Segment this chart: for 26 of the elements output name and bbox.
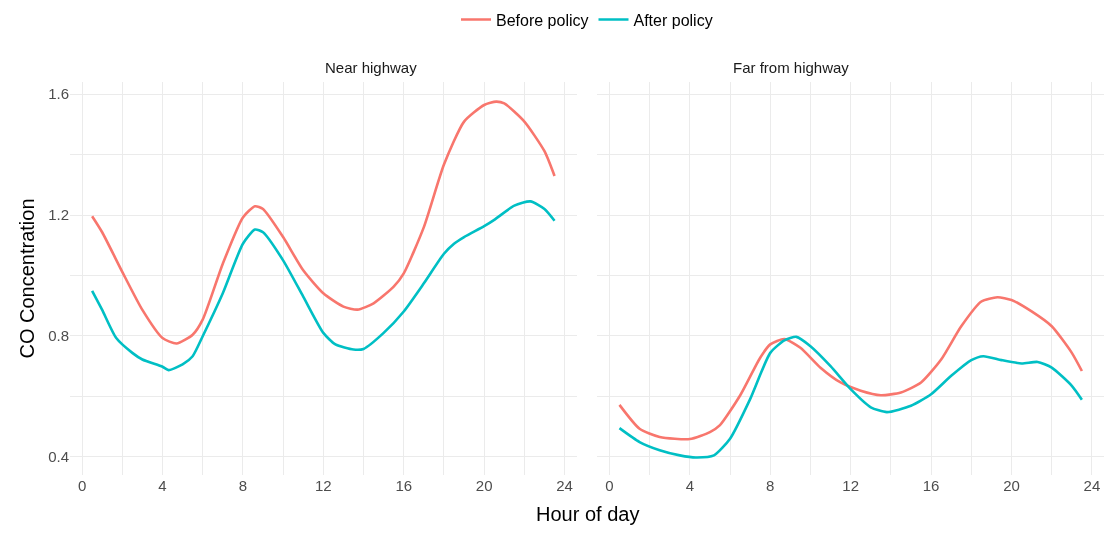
x-tick-label: 24 [1083, 477, 1101, 494]
x-tick-label: 20 [475, 477, 493, 494]
line-series [90, 100, 556, 345]
x-tick-label: 0 [77, 477, 87, 494]
chart-title: Near highway [325, 59, 418, 76]
x-tick-label: 8 [238, 477, 248, 494]
y-tick-label: 0.8 [48, 327, 69, 345]
x-tick-label: 12 [842, 477, 860, 494]
chart-title: Far from highway [733, 59, 850, 76]
line-series [90, 200, 556, 372]
x-tick-label: 16 [922, 477, 940, 494]
x-tick-label: 0 [605, 477, 614, 494]
x-tick-label: 4 [158, 477, 167, 494]
y-tick-label: 1.6 [48, 85, 69, 103]
x-tick-label: 20 [1003, 477, 1020, 494]
x-tick-label: 16 [395, 477, 413, 494]
legend-label: Before policy [496, 11, 589, 29]
x-axis-title: Hour of day [536, 503, 640, 525]
x-tick-label: 24 [556, 477, 573, 494]
y-axis-title: CO Concentration [15, 198, 38, 359]
y-tick-label: 1.2 [48, 206, 69, 224]
x-tick-label: 4 [685, 477, 694, 494]
legend-label: After policy [633, 11, 713, 29]
x-tick-label: 8 [766, 477, 775, 494]
x-tick-label: 12 [314, 477, 332, 494]
y-tick-label: 0.4 [48, 448, 69, 466]
